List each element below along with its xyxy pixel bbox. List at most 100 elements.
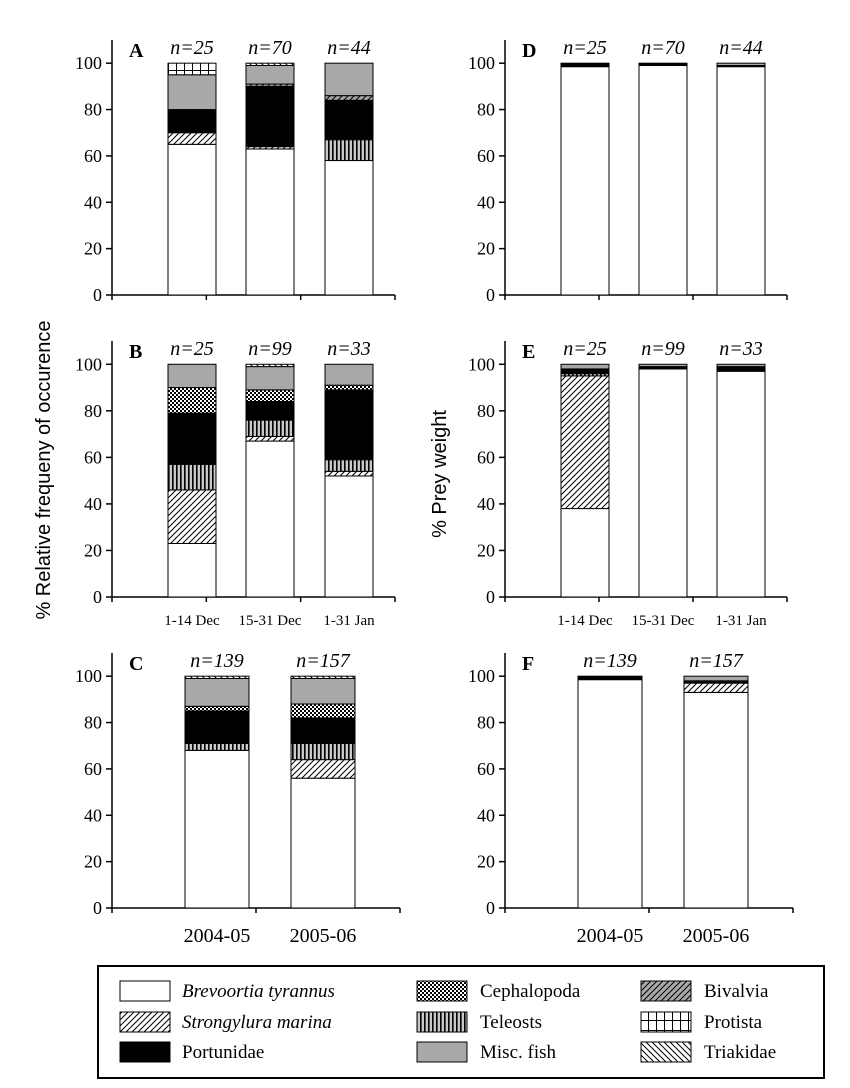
y-tick-label: 80 <box>477 100 495 120</box>
y-tick-label: 40 <box>477 805 495 825</box>
legend-swatch <box>119 1011 171 1033</box>
y-tick-label: 100 <box>468 666 495 686</box>
bar-segment-portunidae <box>290 717 356 744</box>
bar-segment-miscfish <box>167 363 217 389</box>
bar-segment-teleosts <box>324 139 374 162</box>
legend-label: Misc. fish <box>480 1042 557 1063</box>
y-tick-label: 100 <box>468 53 495 73</box>
legend-item-teleosts: Teleosts <box>416 1011 542 1033</box>
bar-segment-portunidae <box>245 85 295 148</box>
bar-segment-portunidae <box>577 675 643 681</box>
y-tick-label: 0 <box>93 285 102 305</box>
y-tick-label: 60 <box>84 146 102 166</box>
bar-segment-teleosts <box>290 742 356 761</box>
bar-segment-portunidae <box>324 99 374 141</box>
bar-segment-miscfish <box>560 363 610 370</box>
legend-item-portunidae: Portunidae <box>119 1041 264 1063</box>
panel-c: 0 20 40 60 80 100 C n=139 2004-05 n=157 2005-06 <box>75 650 401 947</box>
bar-segment-brevoortia <box>245 440 295 598</box>
bar-segment-miscfish <box>324 363 374 386</box>
y-tick-label: 100 <box>75 53 102 73</box>
legend-label: Portunidae <box>182 1042 264 1063</box>
bar-segment-protista <box>167 62 217 76</box>
y-tick-label: 0 <box>93 898 102 918</box>
panel-e: 0 20 40 60 80 100 E n=25 1-14 Dec n=99 15-31 Dec n=… <box>468 338 788 629</box>
bar-segment-teleosts <box>184 742 250 751</box>
x-tick-label: 1-31 Jan <box>715 613 767 629</box>
bar-segment-brevoortia <box>560 66 610 296</box>
bar-segment-brevoortia <box>184 749 250 909</box>
bar-segment-cephalopoda <box>290 703 356 719</box>
bar-segment-brevoortia <box>638 368 688 598</box>
bar-segment-triakidae <box>290 675 356 680</box>
bar-segment-teleosts <box>245 419 295 437</box>
x-tick-label: 2004-05 <box>184 925 251 947</box>
n-label: n=25 <box>170 338 214 360</box>
y-tick-label: 60 <box>477 146 495 166</box>
bar-segment-triakidae <box>245 363 295 368</box>
x-tick-label: 1-14 Dec <box>557 613 613 629</box>
bar-segment-portunidae <box>716 366 766 372</box>
bar-segment-teleosts <box>324 459 374 472</box>
legend-swatch <box>416 1011 468 1033</box>
y-tick-label: 40 <box>84 192 102 212</box>
bar-segment-portunidae <box>560 368 610 375</box>
n-label: n=25 <box>563 37 607 59</box>
y-tick-label: 60 <box>477 447 495 467</box>
bar-segment-strongylura <box>167 132 217 145</box>
legend: Brevoortia tyrannus Strongylura marina Por… <box>97 965 825 1079</box>
ylabel-right: % Prey weight <box>429 410 451 538</box>
x-tick-label: 15-31 Dec <box>632 613 695 629</box>
n-label: n=99 <box>641 338 685 360</box>
bar-segment-miscfish <box>716 62 766 67</box>
n-label: n=33 <box>327 338 371 360</box>
legend-label: Bivalvia <box>704 981 769 1002</box>
legend-item-miscfish: Misc. fish <box>416 1041 557 1063</box>
bar-segment-miscfish <box>290 678 356 705</box>
panel-label: D <box>522 40 536 62</box>
ylabel-left: % Relative frequeny of occurence <box>33 320 55 619</box>
ylabels: % Relative frequeny of occurence % Prey … <box>33 320 451 619</box>
bar-segment-cephalopoda <box>245 389 295 403</box>
panel-b: 0 20 40 60 80 100 B n=25 1-14 Dec n=99 15-31 Dec n=… <box>75 338 396 629</box>
y-tick-label: 0 <box>486 285 495 305</box>
bar-segment-portunidae <box>245 401 295 421</box>
panel-label: E <box>522 341 535 363</box>
bar-segment-brevoortia <box>716 66 766 296</box>
x-tick-label: 2005-06 <box>290 925 357 947</box>
y-tick-label: 100 <box>468 354 495 374</box>
bar-segment-brevoortia <box>716 370 766 598</box>
x-tick-label: 2004-05 <box>577 925 644 947</box>
bar-segment-portunidae <box>560 62 610 68</box>
n-label: n=157 <box>689 650 743 672</box>
y-tick-label: 20 <box>477 239 495 259</box>
bar-segment-strongylura <box>683 682 749 693</box>
legend-swatch <box>416 1041 468 1063</box>
panels: 0 20 40 60 80 100 A n=25 n=70 n=44 0 20 40 60 80 100 B n=… <box>75 37 794 947</box>
bar-segment-brevoortia <box>683 691 749 909</box>
y-tick-label: 80 <box>477 713 495 733</box>
legend-item-bivalvia: Bivalvia <box>640 980 769 1002</box>
legend-swatch <box>119 1041 171 1063</box>
legend-label: Cephalopoda <box>480 981 581 1002</box>
bar-segment-miscfish <box>184 678 250 707</box>
bar-segment-portunidae <box>184 710 250 744</box>
y-tick-label: 80 <box>84 713 102 733</box>
n-label: n=25 <box>563 338 607 360</box>
legend-swatch <box>640 1011 692 1033</box>
bar-segment-portunidae <box>167 109 217 134</box>
n-label: n=157 <box>296 650 350 672</box>
bar-segment-brevoortia <box>560 508 610 598</box>
n-label: n=44 <box>327 37 371 59</box>
y-tick-label: 40 <box>477 494 495 514</box>
bar-segment-cephalopoda <box>324 384 374 391</box>
bar-segment-bivalvia <box>324 95 374 101</box>
y-tick-label: 20 <box>84 239 102 259</box>
panel-f: 0 20 40 60 80 100 F n=139 2004-05 n=157 2005-06 <box>468 650 794 947</box>
bar-segment-miscfish <box>245 366 295 391</box>
legend-item-strongylura: Strongylura marina <box>119 1011 332 1033</box>
legend-item-protista: Protista <box>640 1011 763 1033</box>
x-tick-label: 1-14 Dec <box>164 613 220 629</box>
y-tick-label: 80 <box>84 100 102 120</box>
